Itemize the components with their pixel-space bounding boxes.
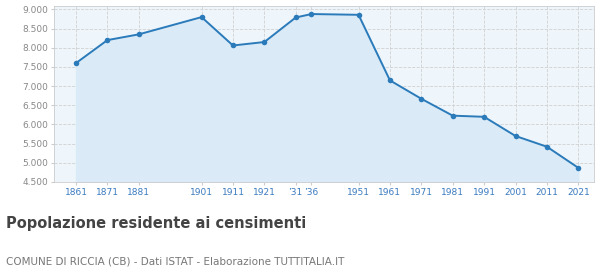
Point	[479, 115, 489, 119]
Point	[416, 97, 426, 101]
Point	[385, 78, 395, 83]
Point	[291, 15, 301, 20]
Point	[197, 15, 206, 19]
Point	[71, 61, 81, 65]
Point	[103, 38, 112, 42]
Point	[260, 40, 269, 44]
Point	[574, 165, 583, 170]
Point	[307, 12, 316, 16]
Point	[134, 32, 143, 37]
Point	[354, 13, 364, 17]
Text: Popolazione residente ai censimenti: Popolazione residente ai censimenti	[6, 216, 306, 231]
Point	[448, 113, 458, 118]
Point	[511, 134, 520, 138]
Point	[542, 144, 552, 149]
Point	[228, 43, 238, 48]
Text: COMUNE DI RICCIA (CB) - Dati ISTAT - Elaborazione TUTTITALIA.IT: COMUNE DI RICCIA (CB) - Dati ISTAT - Ela…	[6, 256, 344, 266]
